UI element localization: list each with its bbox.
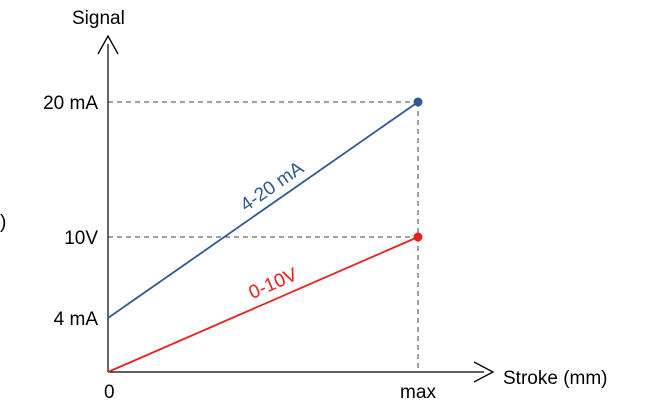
x-tick-labels: 0 max: [104, 382, 436, 403]
y-tick-label: 4 mA: [54, 309, 99, 330]
y-tick-labels: 4 mA 10V 20 mA: [43, 93, 98, 330]
x-tick-label: 0: [104, 382, 115, 403]
x-axis-label: Stroke (mm): [503, 368, 608, 389]
series-endpoint-1: [413, 232, 423, 242]
series-line-0: [107, 101, 419, 319]
y-axis-arrow-icon: [97, 34, 119, 55]
series-endpoint-0: [413, 97, 423, 107]
edge-glyph: ): [0, 212, 6, 233]
guide-lines: [108, 101, 419, 372]
y-tick-label: 10V: [64, 228, 98, 249]
y-tick-label: 20 mA: [43, 93, 98, 114]
x-axis-arrow-icon: [473, 361, 495, 383]
series-lines: 4-20 mA0-10V: [107, 97, 423, 373]
x-tick-label: max: [400, 382, 436, 403]
series-label-1: 0-10V: [246, 264, 301, 304]
series-line-1: [107, 236, 419, 373]
y-axis-label: Signal: [72, 8, 125, 29]
